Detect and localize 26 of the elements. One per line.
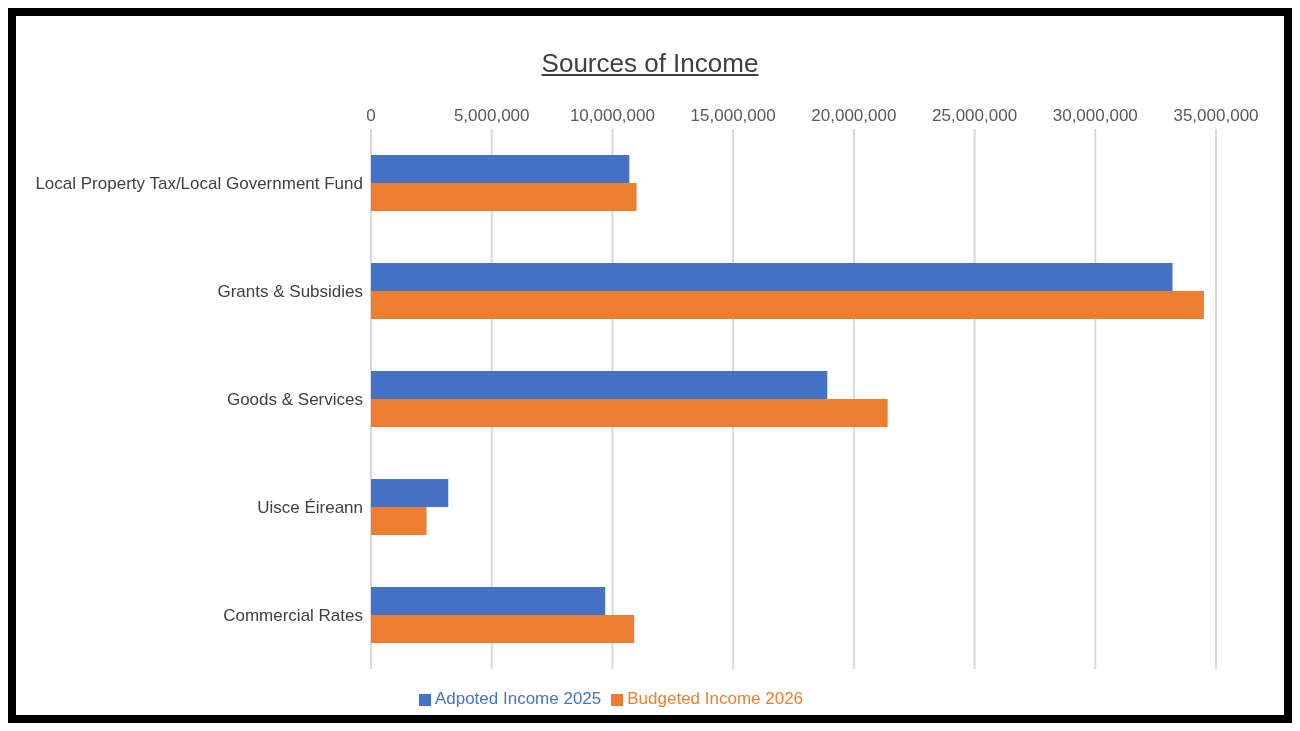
x-tick-label: 35,000,000 <box>1173 106 1259 125</box>
bar <box>371 370 828 399</box>
y-tick-label: Goods & Services <box>226 390 363 410</box>
bar <box>371 398 888 427</box>
x-tick-label: 25,000,000 <box>932 106 1018 125</box>
x-tick-label: 30,000,000 <box>1052 106 1138 125</box>
bar <box>371 478 449 507</box>
legend-label: Adpoted Income 2025 <box>434 689 602 708</box>
x-tick-label: 0 <box>366 106 376 125</box>
y-tick-label: Local Property Tax/Local Government Fund <box>35 174 363 194</box>
x-tick-label: 15,000,000 <box>690 106 776 125</box>
x-tick-label: 10,000,000 <box>569 106 655 125</box>
x-tick-label: 5,000,000 <box>453 106 530 125</box>
bar <box>371 614 635 643</box>
x-tick-label: 20,000,000 <box>811 106 897 125</box>
bar <box>371 290 1204 319</box>
y-tick-label: Uisce Éireann <box>257 498 363 518</box>
bar <box>371 154 630 183</box>
bar <box>371 262 1173 291</box>
bar <box>371 182 637 211</box>
y-tick-label: Grants & Subsidies <box>217 282 363 302</box>
chart-title: Sources of Income <box>540 48 760 79</box>
bar <box>371 586 606 615</box>
legend-label: Budgeted Income 2026 <box>627 689 804 708</box>
bar <box>371 506 427 535</box>
y-tick-label: Commercial Rates <box>223 606 363 626</box>
